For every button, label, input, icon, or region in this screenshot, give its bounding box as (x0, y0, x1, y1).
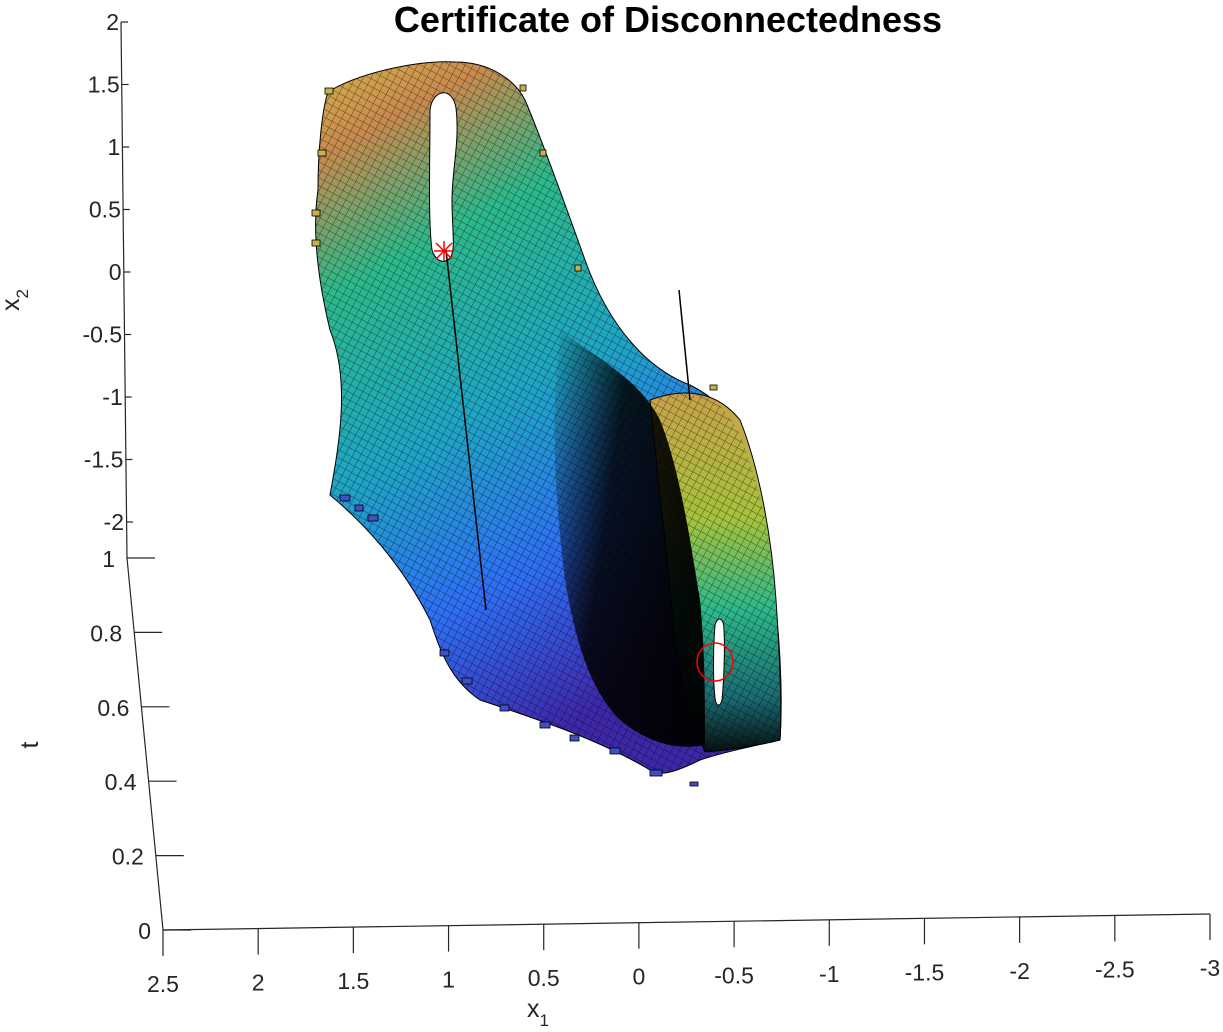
z-tick-label: 0.6 (97, 695, 129, 721)
z-tick-label: 0 (138, 918, 151, 944)
x-tick-label: 1 (442, 967, 455, 993)
x-axis-ticks: 2.5 2 1.5 1 0.5 0 -0.5 -1 -1.5 -2 -2.5 -3 (147, 914, 1220, 997)
x-tick-label: -1.5 (905, 959, 945, 985)
x-tick-label: 2.5 (147, 971, 179, 997)
x-axis-label: x1 (527, 995, 549, 1030)
hole-lower (713, 618, 725, 706)
marker-circle (696, 642, 734, 682)
mesh-fragments (339, 494, 699, 787)
surface-mesh-lines (315, 61, 782, 774)
x-tick-label: -0.5 (714, 962, 754, 988)
surface-mesh (311, 61, 782, 787)
y-tick-label: -2 (104, 509, 124, 535)
y-tick-label: -0.5 (82, 322, 122, 348)
z-axis-label: t (16, 741, 44, 748)
x-tick-label: -2 (1009, 958, 1029, 984)
x-tick-label: 1.5 (337, 968, 369, 994)
z-tick-label: 1 (102, 546, 115, 572)
z-axis-line (126, 557, 164, 931)
mesh-fragments-top (311, 84, 718, 391)
y-tick-label: -1.5 (84, 447, 124, 473)
x-tick-label: -3 (1200, 955, 1220, 981)
x-tick-label: -1 (819, 961, 839, 987)
y-tick-label: 0 (109, 259, 122, 285)
hole-upper (429, 92, 458, 262)
z-tick-label: 0.2 (112, 844, 144, 870)
x-tick-label: -2.5 (1095, 956, 1135, 982)
y-tick-label: 1.5 (88, 72, 120, 98)
y-tick-label: 1 (107, 134, 120, 160)
x-tick-label: 2 (252, 970, 265, 996)
chart-title: Certificate of Disconnectedness (394, 0, 942, 40)
y-axis-ticks: 2 1.5 1 0.5 0 -0.5 -1 -1.5 -2 (82, 9, 133, 535)
vertical-line-left (445, 249, 487, 611)
z-tick-label: 0.4 (105, 769, 137, 795)
y-tick-label: -1 (102, 384, 122, 410)
y-tick-label: 0.5 (89, 197, 121, 223)
x-axis-line (162, 913, 1211, 931)
vertical-line-right (678, 289, 691, 401)
z-axis-ticks: 1 0.8 0.6 0.4 0.2 0 (90, 546, 191, 944)
x-tick-label: 0 (633, 964, 646, 990)
y-axis-line (120, 21, 128, 559)
y-tick-label: 2 (106, 9, 119, 35)
z-tick-label: 0.8 (90, 620, 122, 646)
marker-star (434, 241, 454, 261)
y-axis-label: x2 (0, 289, 32, 311)
x-tick-label: 0.5 (528, 965, 560, 991)
